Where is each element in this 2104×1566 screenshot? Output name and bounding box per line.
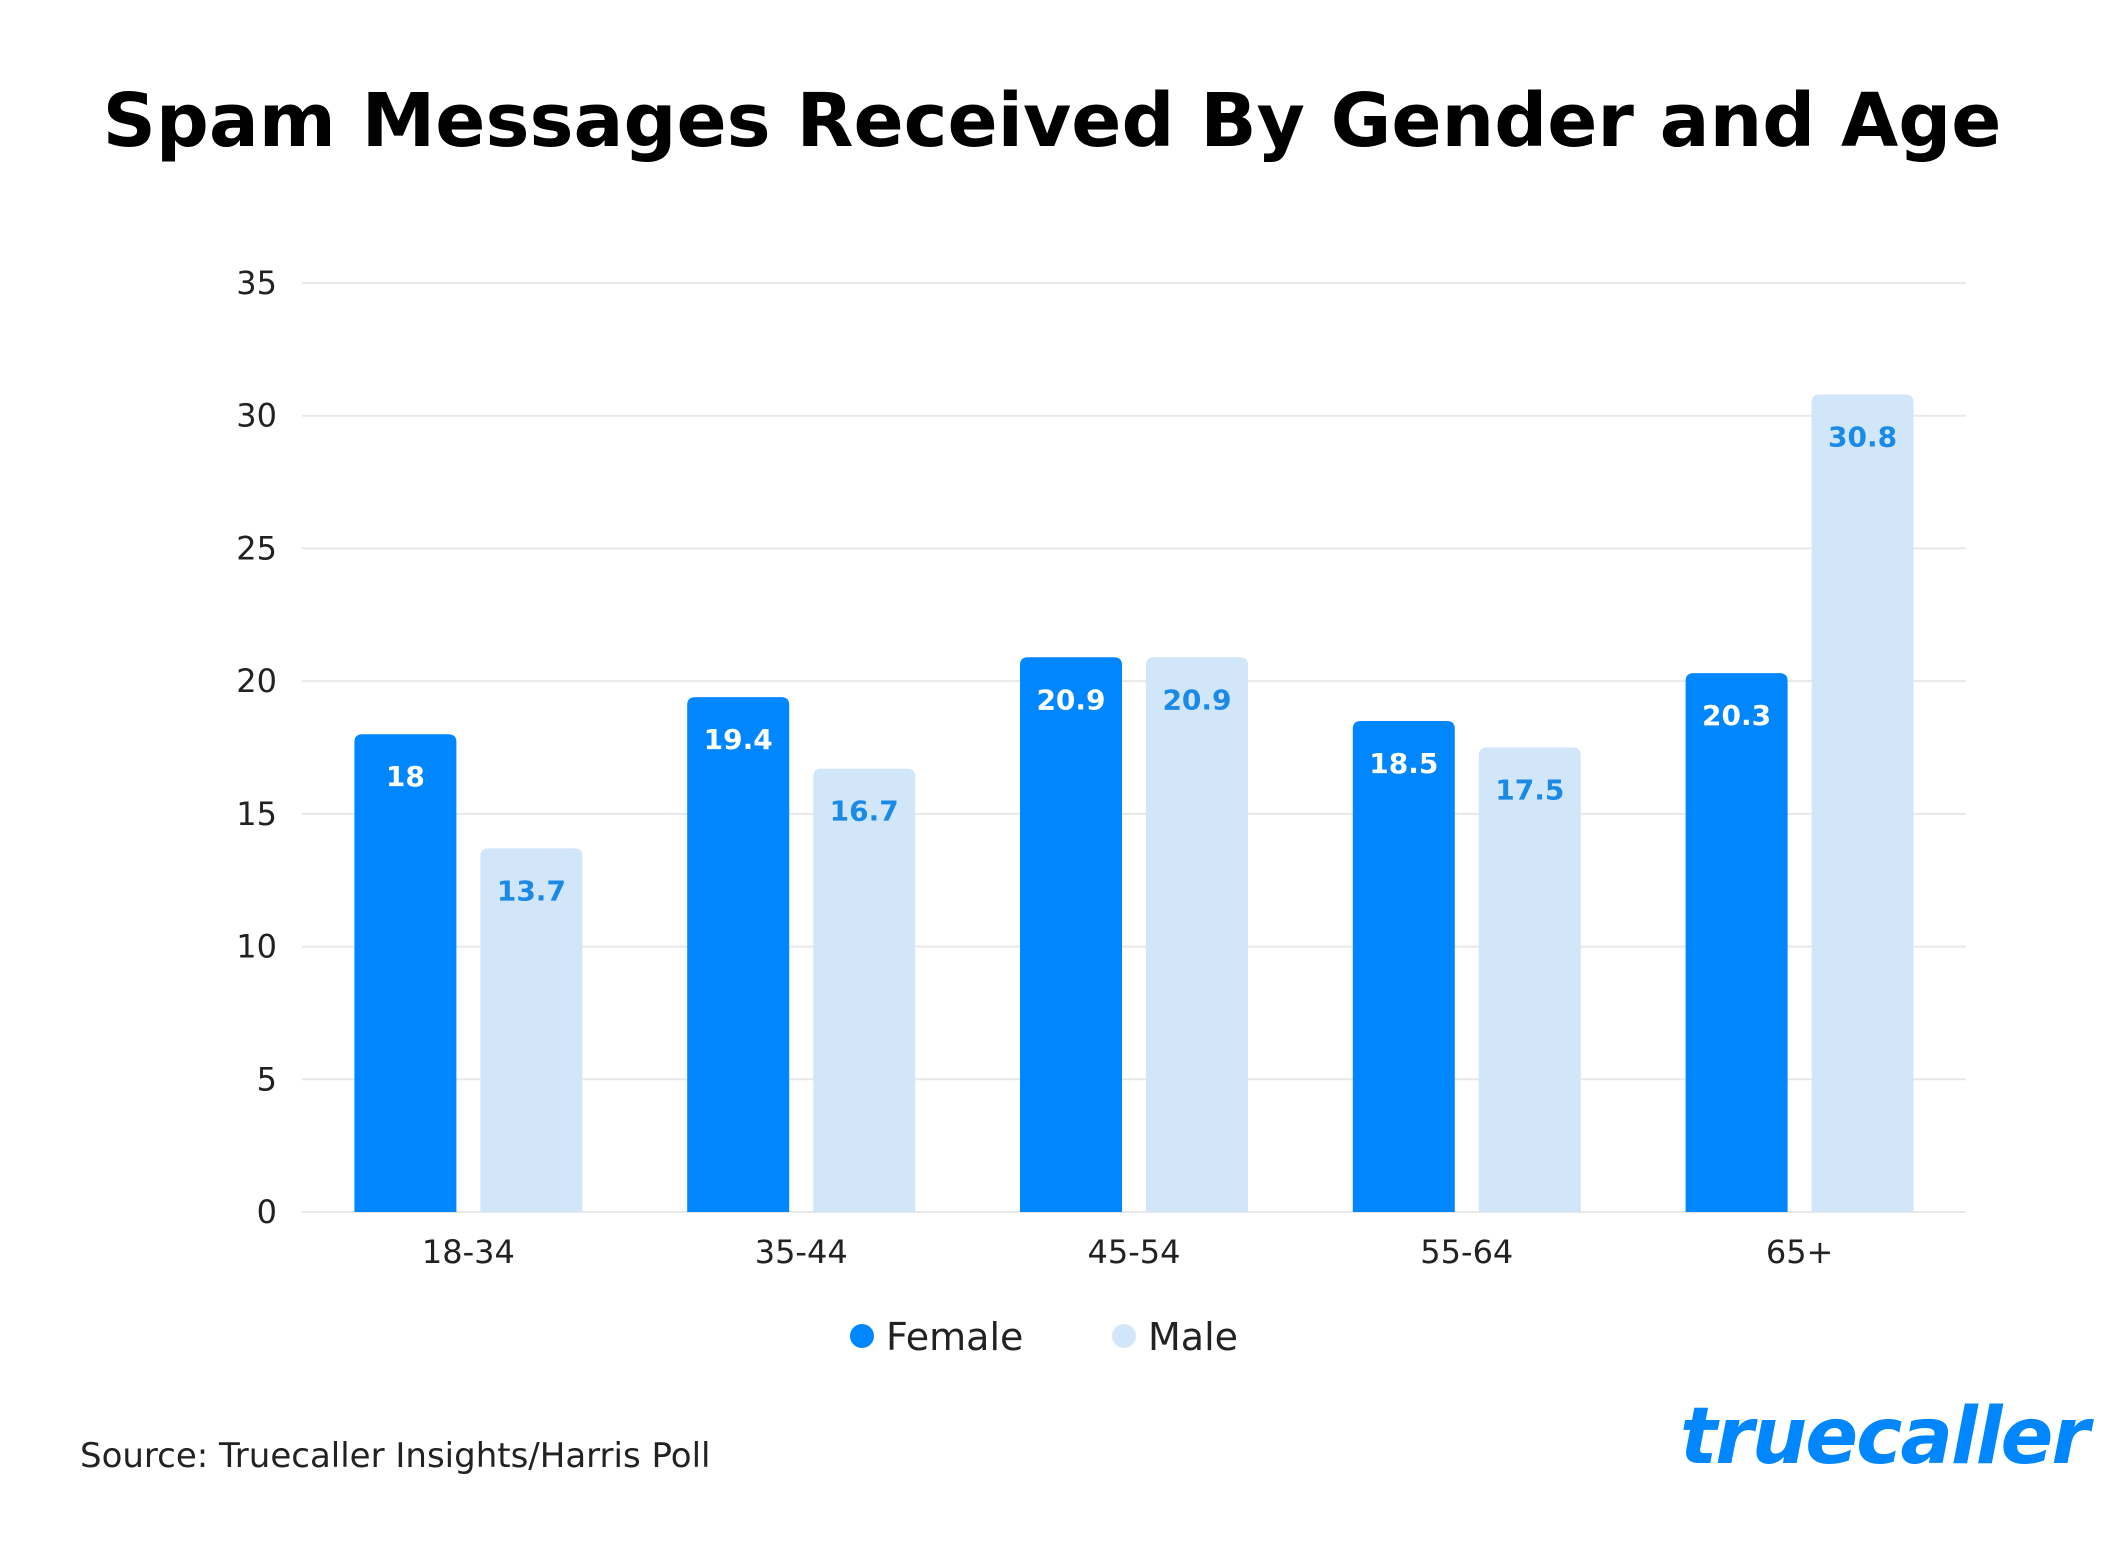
data-label: 20.9 bbox=[1036, 683, 1105, 716]
male-bar-35-44 bbox=[813, 768, 916, 1212]
legend-label: Female bbox=[886, 1315, 1023, 1359]
chart-title: Spam Messages Received By Gender and Age bbox=[102, 78, 2002, 164]
data-label: 20.9 bbox=[1162, 683, 1231, 716]
y-tick-label: 0 bbox=[257, 1193, 277, 1231]
male-legend-swatch bbox=[1112, 1324, 1136, 1348]
female-bar-18-34 bbox=[354, 734, 457, 1212]
data-label: 19.4 bbox=[704, 723, 773, 756]
y-tick-label: 10 bbox=[236, 928, 277, 966]
male-bar-45-54 bbox=[1146, 657, 1248, 1212]
source-note: Source: Truecaller Insights/Harris Poll bbox=[80, 1436, 711, 1476]
legend-label: Male bbox=[1148, 1315, 1238, 1359]
male-bar-18-34 bbox=[480, 848, 583, 1212]
x-axis-ticks: 18-34 35-44 45-54 55-64 65+ bbox=[422, 1233, 1833, 1271]
data-labels: 18 13.7 19.4 16.7 20.9 20.9 18.5 17.5 20.3 30.8 bbox=[386, 420, 1897, 907]
y-tick-label: 35 bbox=[236, 264, 277, 302]
male-bar-65+ bbox=[1811, 394, 1914, 1213]
x-tick-label: 65+ bbox=[1766, 1233, 1834, 1271]
y-tick-label: 15 bbox=[236, 795, 277, 833]
x-tick-label: 35-44 bbox=[755, 1233, 848, 1271]
female-bar-45-54 bbox=[1020, 657, 1122, 1212]
y-tick-label: 5 bbox=[257, 1060, 277, 1098]
female-bar-55-64 bbox=[1352, 720, 1455, 1212]
male-bar-55-64 bbox=[1478, 747, 1581, 1212]
female-legend-swatch bbox=[850, 1324, 874, 1348]
x-tick-label: 45-54 bbox=[1088, 1233, 1181, 1271]
data-label: 20.3 bbox=[1702, 699, 1771, 732]
data-label: 16.7 bbox=[830, 795, 899, 828]
bars bbox=[354, 394, 1914, 1213]
female-bar-35-44 bbox=[687, 697, 790, 1212]
y-axis-ticks: 0 5 10 15 20 25 30 35 bbox=[236, 264, 277, 1231]
y-tick-label: 25 bbox=[236, 529, 277, 567]
data-label: 18.5 bbox=[1369, 747, 1438, 780]
x-tick-label: 18-34 bbox=[422, 1233, 515, 1271]
data-label: 18 bbox=[386, 760, 425, 793]
data-label: 17.5 bbox=[1495, 774, 1564, 807]
truecaller-logo: truecaller bbox=[1680, 1392, 2090, 1482]
x-tick-label: 55-64 bbox=[1420, 1233, 1513, 1271]
data-label: 13.7 bbox=[497, 874, 566, 907]
y-tick-label: 20 bbox=[236, 662, 277, 700]
female-bar-65+ bbox=[1685, 673, 1788, 1212]
legend: Female Male bbox=[850, 1315, 1238, 1359]
y-tick-label: 30 bbox=[236, 397, 277, 435]
data-label: 30.8 bbox=[1828, 420, 1897, 453]
